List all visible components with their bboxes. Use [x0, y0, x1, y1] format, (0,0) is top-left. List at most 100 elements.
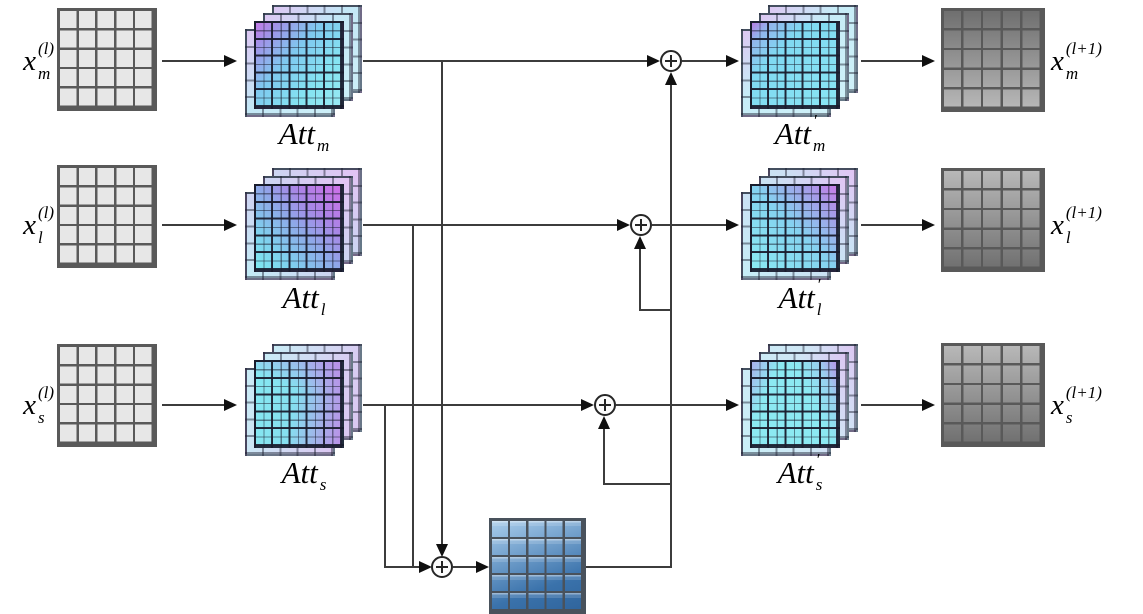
flow-line-attprime-l [861, 224, 922, 226]
output-grid-l [941, 168, 1045, 272]
output-label-l: x (l+1) l [1051, 202, 1141, 248]
label-sub: m [37, 64, 51, 83]
arrow-right-icon [922, 55, 935, 67]
tap-line-s [604, 483, 672, 485]
label-sub: s [815, 475, 823, 494]
flow-line-add-l-out [652, 224, 726, 226]
add-node-fusion [431, 556, 453, 578]
label-base: Att [774, 115, 811, 151]
attention-layer-front [254, 184, 344, 272]
label-base: x [1051, 44, 1064, 77]
add-node-s [594, 394, 616, 416]
attention-stack-l [245, 167, 363, 280]
fusion-trunk-line [670, 84, 672, 568]
label-prime: ′ [815, 450, 820, 469]
label-base: Att [777, 454, 814, 490]
arrow-up-icon [598, 416, 610, 429]
label-sup: (l) [37, 203, 54, 222]
label-sub: l [37, 228, 43, 247]
label-base: Att [278, 115, 315, 151]
flow-line-input-l [162, 224, 224, 226]
fusion-out-line [586, 566, 672, 568]
arrow-right-icon [922, 399, 935, 411]
arrow-right-icon [224, 55, 237, 67]
flow-line-input-s [162, 404, 224, 406]
label-base: x [23, 44, 36, 77]
tap-riser-l [639, 248, 641, 311]
label-base: Att [281, 454, 318, 490]
output-grid-s [941, 343, 1045, 447]
att-prime-label-s: Att ′ s [741, 450, 859, 494]
flow-line-attprime-s [861, 404, 922, 406]
label-prime: ′ [812, 111, 817, 130]
flow-line-attprime-m [861, 60, 922, 62]
label-sub: s [37, 408, 45, 427]
add-node-m [660, 50, 682, 72]
tap-riser-s [603, 428, 605, 485]
label-prime: ′ [816, 275, 821, 294]
label-base: Att [778, 279, 815, 315]
attention-layer-front [254, 360, 344, 448]
label-sub: s [319, 475, 327, 494]
arrow-right-icon [224, 219, 237, 231]
tap-line-l [640, 309, 672, 311]
output-grid-m [941, 8, 1045, 112]
label-sub: l [816, 300, 822, 319]
arrow-right-icon [647, 55, 660, 67]
label-base: x [23, 388, 36, 421]
att-prime-label-m: Att ′ m [741, 111, 859, 154]
attention-layer-front [750, 21, 840, 109]
label-sup: (l) [37, 383, 54, 402]
arrow-right-icon [476, 561, 489, 573]
attention-layer-front [750, 184, 840, 272]
input-grid-l [57, 165, 157, 268]
att-label-m: Att m [245, 113, 363, 155]
arrow-right-icon [726, 219, 739, 231]
input-grid-s [57, 344, 157, 447]
output-label-m: x (l+1) m [1051, 38, 1141, 84]
output-label-s: x (l+1) s [1051, 382, 1141, 428]
arrow-up-icon [634, 236, 646, 249]
flow-line-att-s [363, 404, 581, 406]
attention-stack-s-prime [741, 343, 859, 456]
fusion-grid [489, 518, 586, 614]
arrow-right-icon [922, 219, 935, 231]
label-base: x [23, 208, 36, 241]
arrow-right-icon [419, 561, 432, 573]
att-label-l: Att l [245, 277, 363, 319]
attention-stack-m [245, 4, 363, 117]
att-label-s: Att s [245, 452, 363, 494]
branch-line-s [384, 405, 386, 568]
attention-stack-l-prime [741, 167, 859, 280]
arrow-right-icon [726, 399, 739, 411]
flow-line-input-m [162, 60, 224, 62]
arrow-down-icon [436, 544, 448, 557]
input-label-l: x (l) l [0, 202, 54, 248]
attention-stack-m-prime [741, 4, 859, 117]
arrow-right-icon [617, 219, 630, 231]
branch-line-l [412, 225, 414, 568]
attention-layer-front [254, 21, 344, 109]
label-sup: (l+1) [1065, 203, 1102, 222]
fusion-to-grid-line [453, 566, 476, 568]
label-base: x [1051, 388, 1064, 421]
add-node-l [630, 214, 652, 236]
label-sup: (l+1) [1065, 39, 1102, 58]
arrow-up-icon [665, 72, 677, 85]
flow-line-att-l [363, 224, 617, 226]
label-sub: m [316, 136, 330, 155]
label-sub: l [1065, 228, 1071, 247]
input-label-m: x (l) m [0, 38, 54, 84]
branch-line-m [441, 61, 443, 544]
arrow-right-icon [224, 399, 237, 411]
input-grid-m [57, 8, 157, 111]
attention-stack-s [245, 343, 363, 456]
att-prime-label-l: Att ′ l [741, 275, 859, 319]
label-sub: s [1065, 408, 1073, 427]
input-label-s: x (l) s [0, 382, 54, 428]
label-sub: l [320, 300, 326, 319]
label-sup: (l) [37, 39, 54, 58]
label-base: Att [282, 279, 319, 315]
attention-layer-front [750, 360, 840, 448]
arrow-right-icon [581, 399, 594, 411]
